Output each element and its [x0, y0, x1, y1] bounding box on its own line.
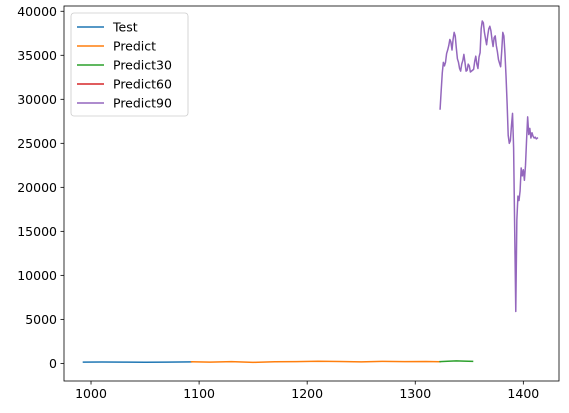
x-tick-label: 1100: [183, 386, 215, 401]
y-tick-label: 35000: [17, 48, 57, 63]
legend-label-predict60: Predict60: [113, 77, 172, 92]
plot-frame: [63, 5, 560, 382]
y-tick-label: 30000: [17, 92, 57, 107]
x-tick-label: 1200: [291, 386, 323, 401]
y-tick-label: 0: [49, 356, 57, 371]
series-line-predict90: [439, 20, 539, 313]
series-line-predict30: [439, 360, 474, 363]
x-tick-label: 1400: [507, 386, 539, 401]
y-tick-label: 40000: [17, 4, 57, 19]
y-tick-label: 20000: [17, 180, 57, 195]
legend-label-predict90: Predict90: [113, 96, 172, 111]
y-tick-label: 15000: [17, 224, 57, 239]
legend-box: [70, 12, 189, 117]
plot-lines: [82, 20, 539, 364]
x-tick-label: 1300: [399, 386, 431, 401]
legend-label-predict30: Predict30: [113, 58, 172, 73]
legend: Test Predict Predict30 Predict60 Predict90: [70, 12, 189, 117]
y-tick-label: 25000: [17, 136, 57, 151]
x-axis: 1000 1100 1200 1300 1400: [75, 381, 539, 401]
legend-label-test: Test: [112, 20, 138, 35]
y-tick-label: 10000: [17, 268, 57, 283]
y-tick-label: 5000: [25, 312, 57, 327]
y-axis: 0 5000 10000 15000 20000 25000 30000 35000 40000: [17, 4, 64, 371]
x-tick-label: 1000: [75, 386, 107, 401]
legend-label-predict: Predict: [113, 39, 156, 54]
series-line-predict: [190, 360, 441, 364]
